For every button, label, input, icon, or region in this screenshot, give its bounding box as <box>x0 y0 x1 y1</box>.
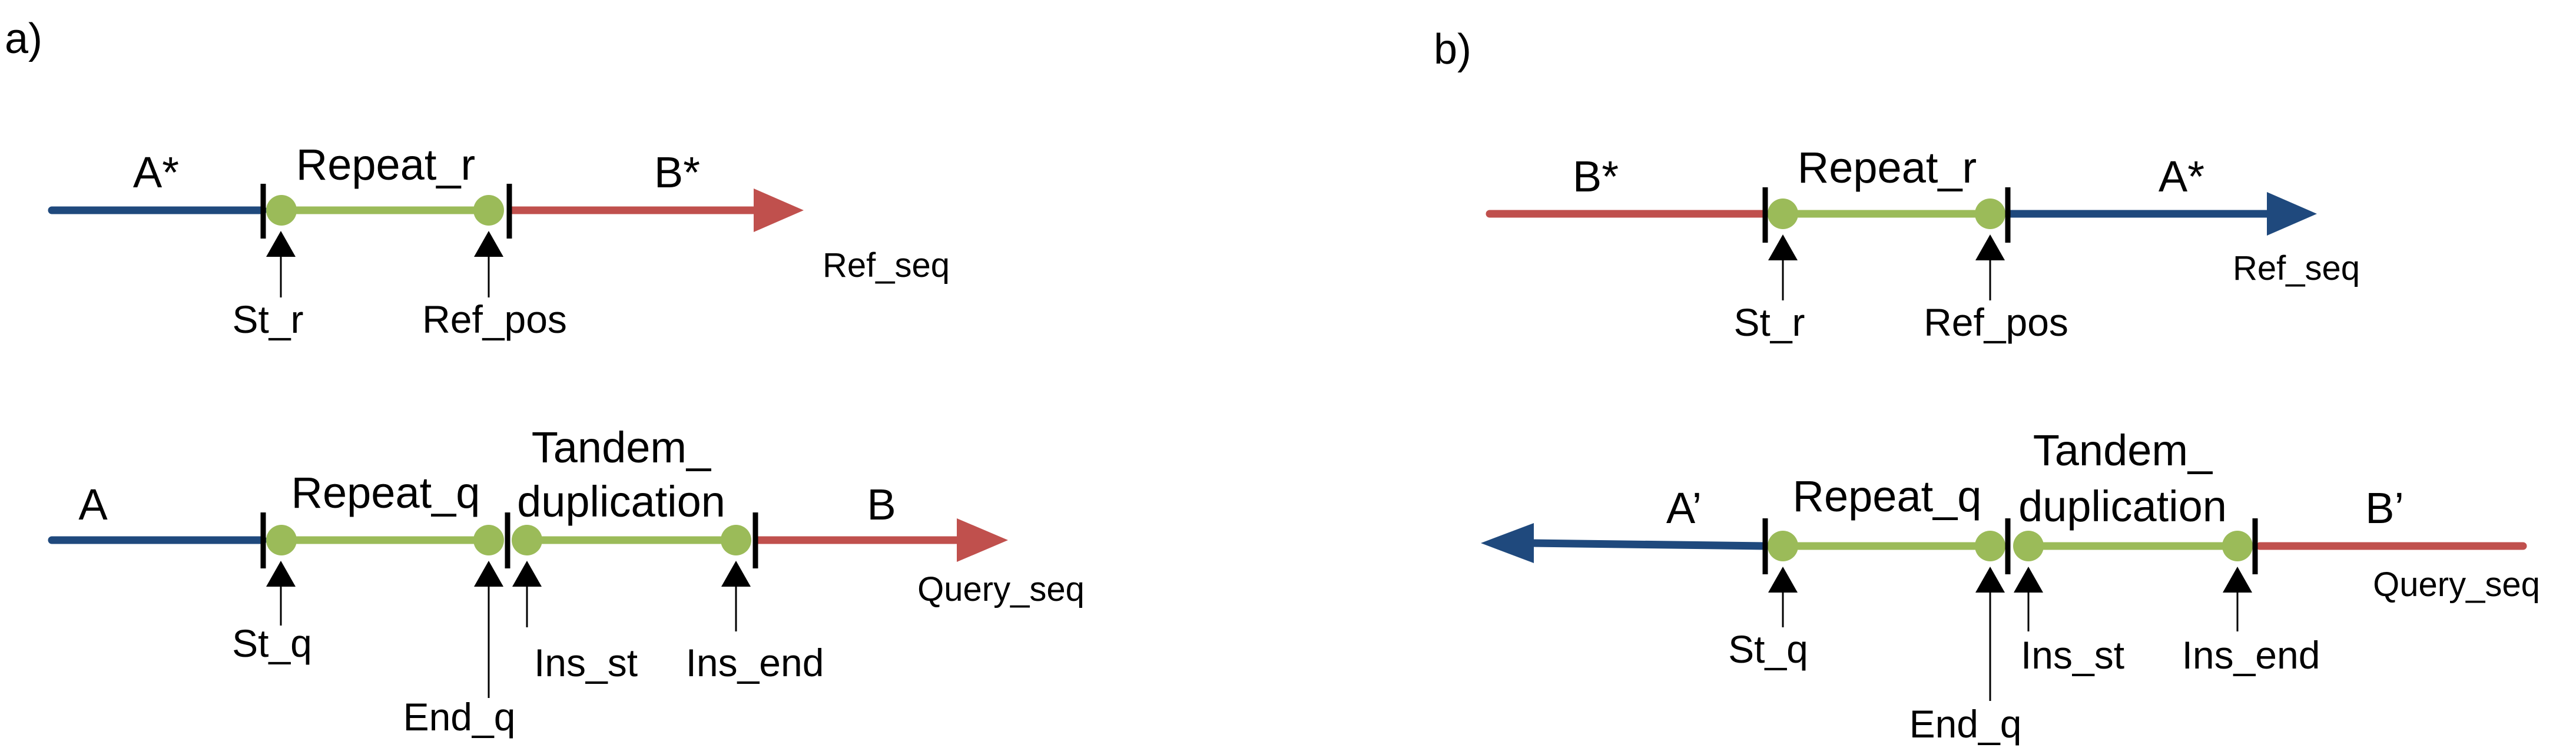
st-q-arrow-icon <box>266 561 296 587</box>
ins-end-marker: Ins_end <box>686 561 824 684</box>
repeat-r-label: Repeat_r <box>296 140 475 189</box>
st-r-label: St_r <box>1733 300 1805 344</box>
repeat-q-label: Repeat_q <box>1793 472 1982 521</box>
st-r-marker: St_r <box>1733 234 1805 344</box>
ref-seq-label: Ref_seq <box>823 246 950 284</box>
panel-a-ref-sequence: A* Repeat_r B* Ref_seq St_r Ref_pos <box>48 140 950 341</box>
end-q-label: End_q <box>403 695 516 739</box>
tandem-dup-label-line2: duplication <box>517 477 725 526</box>
tandem-dup-label-line2: duplication <box>2018 482 2227 531</box>
repeat-r-label: Repeat_r <box>1798 143 1977 192</box>
end-q-arrow-icon <box>474 561 503 587</box>
end-q-label: End_q <box>1909 702 2022 746</box>
tandem-dup-label-line1: Tandem_ <box>2033 426 2213 475</box>
panel-a-query-sequence: A Repeat_q Tandem_ duplication B Query_s… <box>48 423 1085 739</box>
repeat-r-end-dot <box>1975 198 2005 229</box>
query-segment-a-prime-line <box>1530 539 1766 550</box>
query-segment-a-label: A <box>78 480 108 529</box>
ref-pos-label: Ref_pos <box>422 297 567 341</box>
dup-end-dot <box>721 525 751 555</box>
st-r-arrow-icon <box>266 231 296 257</box>
dup-start-dot <box>2013 531 2044 561</box>
repeat-q-end-dot <box>473 525 504 555</box>
ins-end-arrow-icon <box>2223 567 2252 593</box>
query-seq-arrowhead-left <box>1481 523 1534 563</box>
ins-st-arrow-icon <box>2014 567 2043 593</box>
panel-b-label: b) <box>1434 26 1471 73</box>
ref-pos-marker: Ref_pos <box>1924 234 2068 344</box>
st-r-label: St_r <box>232 297 303 341</box>
query-segment-b-label: B <box>867 480 896 529</box>
query-seq-arrowhead <box>957 518 1008 562</box>
repeat-r-start-dot <box>1768 198 1798 229</box>
repeat-q-start-dot <box>266 525 297 555</box>
panel-a-label: a) <box>5 15 42 62</box>
query-segment-b-prime-label: B’ <box>2365 484 2404 532</box>
st-q-marker: St_q <box>1728 567 1808 671</box>
repeat-r-end-dot <box>473 195 504 226</box>
ins-st-marker: Ins_st <box>2014 567 2124 677</box>
panel-b: b) B* Repeat_r A* Ref_seq St_r Ref <box>1434 26 2540 746</box>
panel-b-query-sequence: A’ Repeat_q Tandem_ duplication B’ Query… <box>1481 426 2540 746</box>
dup-end-dot <box>2222 531 2253 561</box>
ref-segment-b-star-label: B* <box>1573 152 1619 201</box>
ins-end-marker: Ins_end <box>2182 567 2320 677</box>
end-q-marker: End_q <box>403 561 516 739</box>
panel-b-ref-sequence: B* Repeat_r A* Ref_seq St_r Ref_pos <box>1486 143 2360 344</box>
ref-segment-a-star-label: A* <box>133 148 179 197</box>
st-q-label: St_q <box>1728 627 1808 671</box>
ins-st-label: Ins_st <box>534 641 638 684</box>
repeat-q-end-dot <box>1975 531 2005 561</box>
dup-start-dot <box>512 525 542 555</box>
ref-segment-b-star-label: B* <box>654 148 700 197</box>
query-seq-label: Query_seq <box>917 570 1085 608</box>
end-q-marker: End_q <box>1909 567 2022 746</box>
query-segment-a-prime-label: A’ <box>1666 484 1702 532</box>
ref-pos-arrow-icon <box>474 231 503 257</box>
ref-pos-marker: Ref_pos <box>422 231 567 341</box>
st-q-marker: St_q <box>232 561 312 665</box>
ins-end-label: Ins_end <box>686 641 824 684</box>
ref-seq-label: Ref_seq <box>2233 249 2360 287</box>
ref-seq-arrowhead <box>2267 192 2317 236</box>
ins-end-label: Ins_end <box>2182 633 2320 677</box>
st-q-label: St_q <box>232 621 312 665</box>
ins-end-arrow-icon <box>721 561 751 587</box>
st-q-arrow-icon <box>1768 567 1798 593</box>
ins-st-arrow-icon <box>512 561 542 587</box>
tandem-dup-label-line1: Tandem_ <box>532 423 711 472</box>
ins-st-marker: Ins_st <box>512 561 638 684</box>
panel-a: a) A* Repeat_r B* Ref_seq St_r Ref <box>5 15 1085 739</box>
ref-pos-arrow-icon <box>1975 234 2005 260</box>
ins-st-label: Ins_st <box>2021 633 2124 677</box>
query-seq-label: Query_seq <box>2373 565 2540 604</box>
st-r-marker: St_r <box>232 231 304 341</box>
ref-segment-a-star-label: A* <box>2159 152 2204 201</box>
repeat-q-label: Repeat_q <box>291 468 480 517</box>
repeat-q-start-dot <box>1768 531 1798 561</box>
ref-seq-arrowhead <box>754 188 804 232</box>
end-q-arrow-icon <box>1975 567 2005 593</box>
ref-pos-label: Ref_pos <box>1924 300 2068 344</box>
repeat-r-start-dot <box>266 195 297 226</box>
st-r-arrow-icon <box>1768 234 1798 260</box>
